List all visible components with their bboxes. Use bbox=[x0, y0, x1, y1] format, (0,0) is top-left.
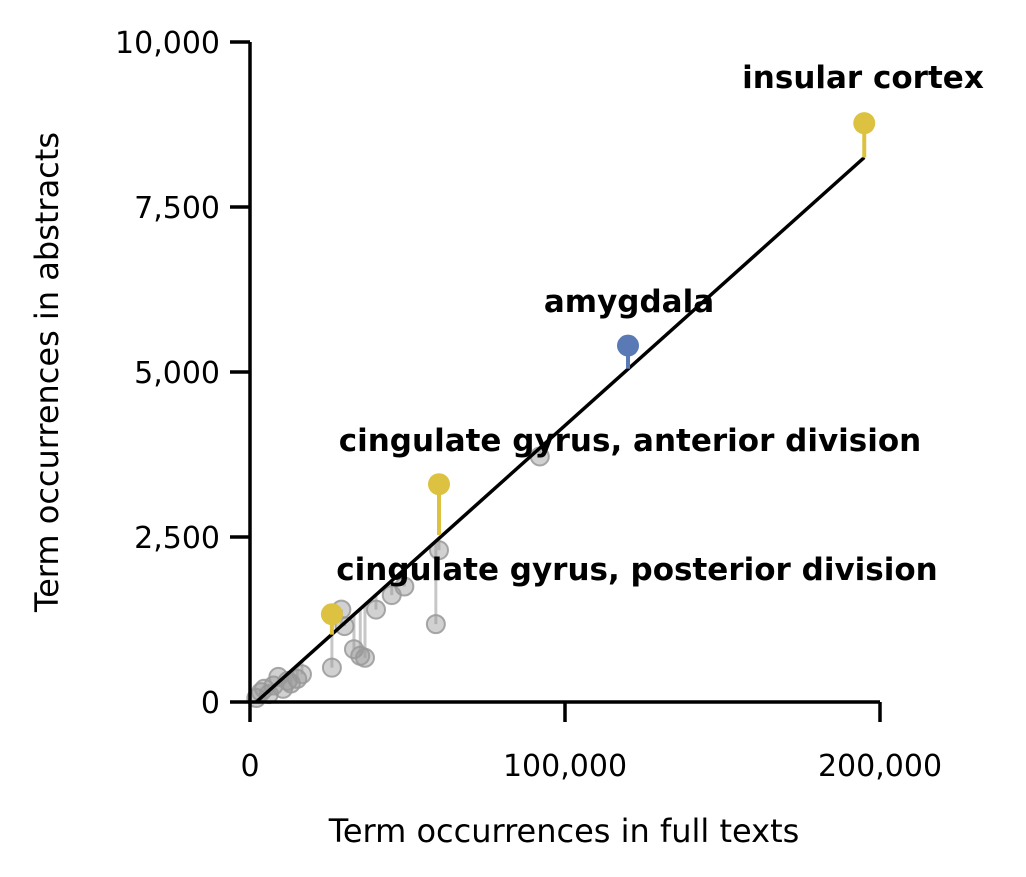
highlight-point-3 bbox=[320, 603, 343, 626]
annotation-label-1: amygdala bbox=[544, 284, 714, 320]
y-tick-label-3: 7,500 bbox=[134, 191, 220, 226]
y-tick-label-4: 10,000 bbox=[115, 26, 220, 61]
fit-line-layer bbox=[255, 156, 866, 704]
y-tick-label-2: 5,000 bbox=[134, 356, 220, 391]
axes-layer: 0 2,500 5,000 7,500 10,000 0 100,000 200,000 bbox=[115, 26, 942, 784]
data-point-20 bbox=[425, 614, 446, 635]
x-tick-label-2: 200,000 bbox=[818, 749, 942, 784]
data-point-21 bbox=[429, 540, 449, 561]
fit-line bbox=[255, 156, 866, 704]
data-point-19 bbox=[394, 576, 415, 597]
data-point-16 bbox=[354, 647, 375, 668]
x-tick-label-0: 0 bbox=[240, 749, 259, 784]
highlight-point-0 bbox=[853, 112, 876, 135]
data-point-11 bbox=[321, 657, 342, 678]
annotation-layer: insular cortex amygdala cingulate gyrus, a… bbox=[336, 60, 984, 588]
x-tick-label-1: 100,000 bbox=[503, 749, 627, 784]
annotation-label-2: cingulate gyrus, anterior division bbox=[339, 423, 922, 459]
y-axis-title: Term occurrences in abstracts bbox=[28, 132, 66, 613]
highlight-point-1 bbox=[617, 334, 639, 357]
y-tick-label-1: 2,500 bbox=[134, 521, 220, 556]
highlight-point-2 bbox=[428, 473, 450, 496]
x-axis-title: Term occurrences in full texts bbox=[328, 812, 800, 850]
data-point-10 bbox=[291, 664, 312, 685]
annotation-label-3: cingulate gyrus, posterior division bbox=[336, 552, 937, 588]
annotation-label-0: insular cortex bbox=[742, 60, 984, 96]
y-tick-label-0: 0 bbox=[201, 686, 220, 721]
highlighted-points-layer bbox=[320, 112, 876, 635]
data-point-17 bbox=[366, 599, 386, 620]
